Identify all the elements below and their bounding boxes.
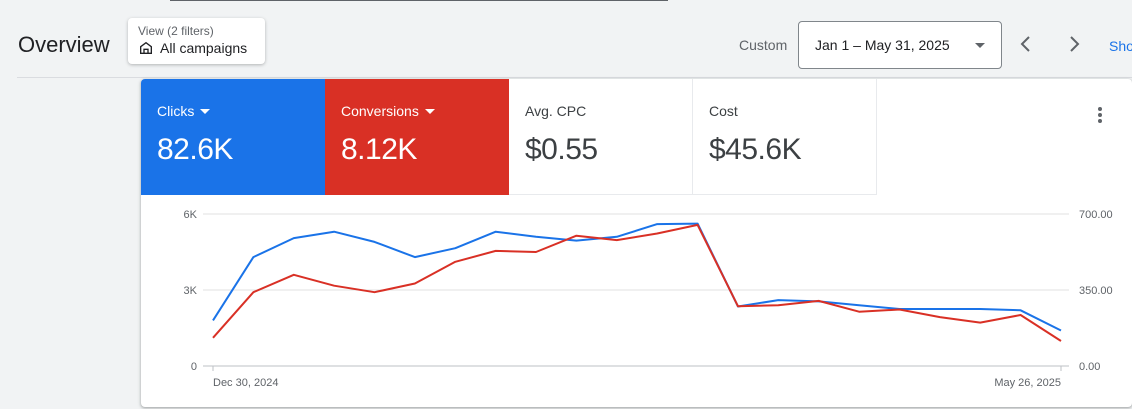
scorecard-value: 8.12K: [341, 133, 417, 166]
caret-down-icon[interactable]: [424, 108, 435, 114]
y-right-tick-label: 0.00: [1079, 361, 1100, 373]
scorecard-clicks[interactable]: Clicks 82.6K: [141, 79, 325, 195]
scorecard-value: $0.55: [525, 133, 598, 166]
scorecard-label: Clicks: [157, 103, 195, 119]
store-icon: [140, 41, 152, 54]
view-filter-chip[interactable]: View (2 filters) All campaigns: [128, 18, 265, 64]
date-range-value: Jan 1 – May 31, 2025: [815, 37, 950, 53]
more-options-button[interactable]: [1090, 103, 1110, 127]
scorecard-value: 82.6K: [157, 133, 233, 166]
performance-card: Clicks 82.6K Conversions 8.12K Avg. CPC …: [141, 79, 1132, 407]
scorecard-cost[interactable]: Cost $45.6K: [693, 79, 877, 195]
scorecard-label: Avg. CPC: [525, 103, 587, 119]
x-tick-label: Dec 30, 2024: [213, 377, 278, 389]
show-link[interactable]: Sho: [1109, 38, 1132, 54]
chevron-right-icon: [1070, 36, 1080, 52]
y-right-tick-label: 350.00: [1079, 285, 1113, 297]
caret-down-icon[interactable]: [200, 108, 211, 114]
view-chip-label: All campaigns: [160, 40, 248, 56]
scorecard-label: Cost: [709, 103, 738, 119]
header-divider: [17, 77, 1132, 78]
top-scrollbar-line: [170, 0, 668, 1]
date-preset-label: Custom: [739, 37, 788, 53]
page-title: Overview: [18, 32, 110, 57]
next-period-button[interactable]: [1060, 30, 1088, 58]
scorecard-label: Conversions: [341, 103, 419, 119]
view-chip-subtitle: View (2 filters): [138, 24, 214, 38]
clicks-series-line: [212, 222, 1062, 332]
y-left-tick-label: 3K: [184, 285, 198, 297]
previous-period-button[interactable]: [1012, 30, 1040, 58]
conversions-series-line: [212, 223, 1062, 342]
y-left-tick-label: 0: [191, 361, 197, 373]
scorecard-value: $45.6K: [709, 133, 802, 166]
performance-line-chart: 0 0.00 3K 350.00 6K 700.00 Dec 30, 2024 May 26,…: [184, 209, 1113, 389]
y-right-tick-label: 700.00: [1079, 209, 1113, 221]
view-chip-main: All campaigns: [138, 40, 255, 56]
chevron-left-icon: [1020, 36, 1030, 52]
y-left-tick-label: 6K: [184, 209, 198, 221]
x-tick-label: May 26, 2025: [994, 377, 1061, 389]
date-range-select[interactable]: Jan 1 – May 31, 2025: [798, 21, 1002, 69]
caret-down-icon: [975, 42, 985, 48]
more-vert-icon: [1098, 107, 1102, 123]
scorecard-conversions[interactable]: Conversions 8.12K: [325, 79, 509, 195]
scorecard-avg-cpc[interactable]: Avg. CPC $0.55: [509, 79, 693, 195]
